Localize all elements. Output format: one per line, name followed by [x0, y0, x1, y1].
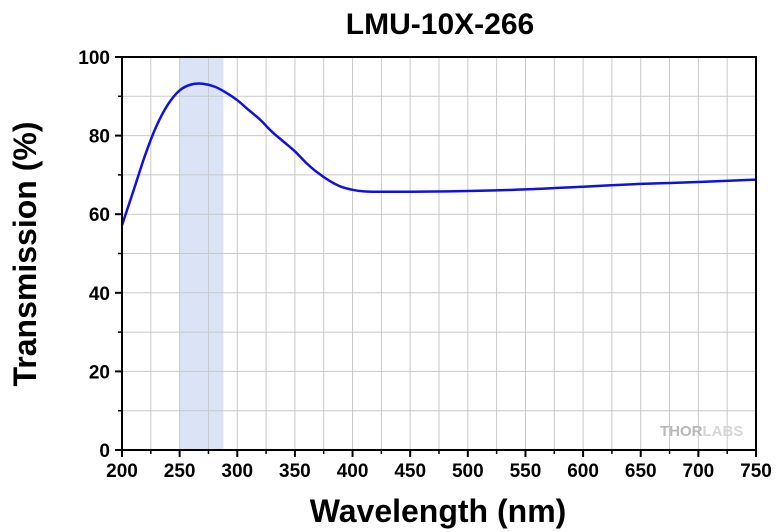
y-tick-label: 100 — [78, 48, 110, 69]
x-tick-label: 500 — [452, 461, 484, 482]
svg-text:THORLABS: THORLABS — [660, 423, 743, 440]
axis-ticks — [115, 56, 757, 457]
y-tick-labels: 0 20 40 60 80 100 — [78, 48, 110, 462]
y-tick-label: 20 — [89, 362, 110, 383]
x-tick-label: 550 — [510, 461, 542, 482]
x-tick-label: 200 — [106, 461, 138, 482]
y-tick-label: 0 — [99, 441, 110, 462]
series-line — [120, 82, 757, 226]
grid-lines — [122, 57, 756, 450]
x-tick-label: 400 — [337, 461, 369, 482]
y-tick-label: 40 — [89, 284, 110, 305]
x-tick-label: 750 — [740, 461, 772, 482]
x-tick-label: 350 — [279, 461, 311, 482]
x-tick-label: 700 — [683, 461, 715, 482]
x-tick-label: 300 — [221, 461, 253, 482]
x-tick-label: 450 — [394, 461, 426, 482]
y-tick-label: 80 — [89, 127, 110, 148]
x-tick-label: 600 — [567, 461, 599, 482]
x-axis-title: Wavelength (nm) — [310, 493, 567, 529]
watermark-labs: LABS — [703, 423, 744, 440]
chart-title: LMU-10X-266 — [346, 8, 534, 41]
x-tick-labels: 200 250 300 350 400 450 500 550 600 650 700 750 — [106, 461, 772, 482]
x-tick-label: 650 — [625, 461, 657, 482]
y-axis-title: Transmission (%) — [7, 122, 43, 387]
x-tick-label: 250 — [164, 461, 196, 482]
watermark-thor: THOR — [660, 423, 703, 440]
watermark-logo: THORLABS — [660, 423, 743, 440]
y-tick-label: 60 — [89, 205, 110, 226]
